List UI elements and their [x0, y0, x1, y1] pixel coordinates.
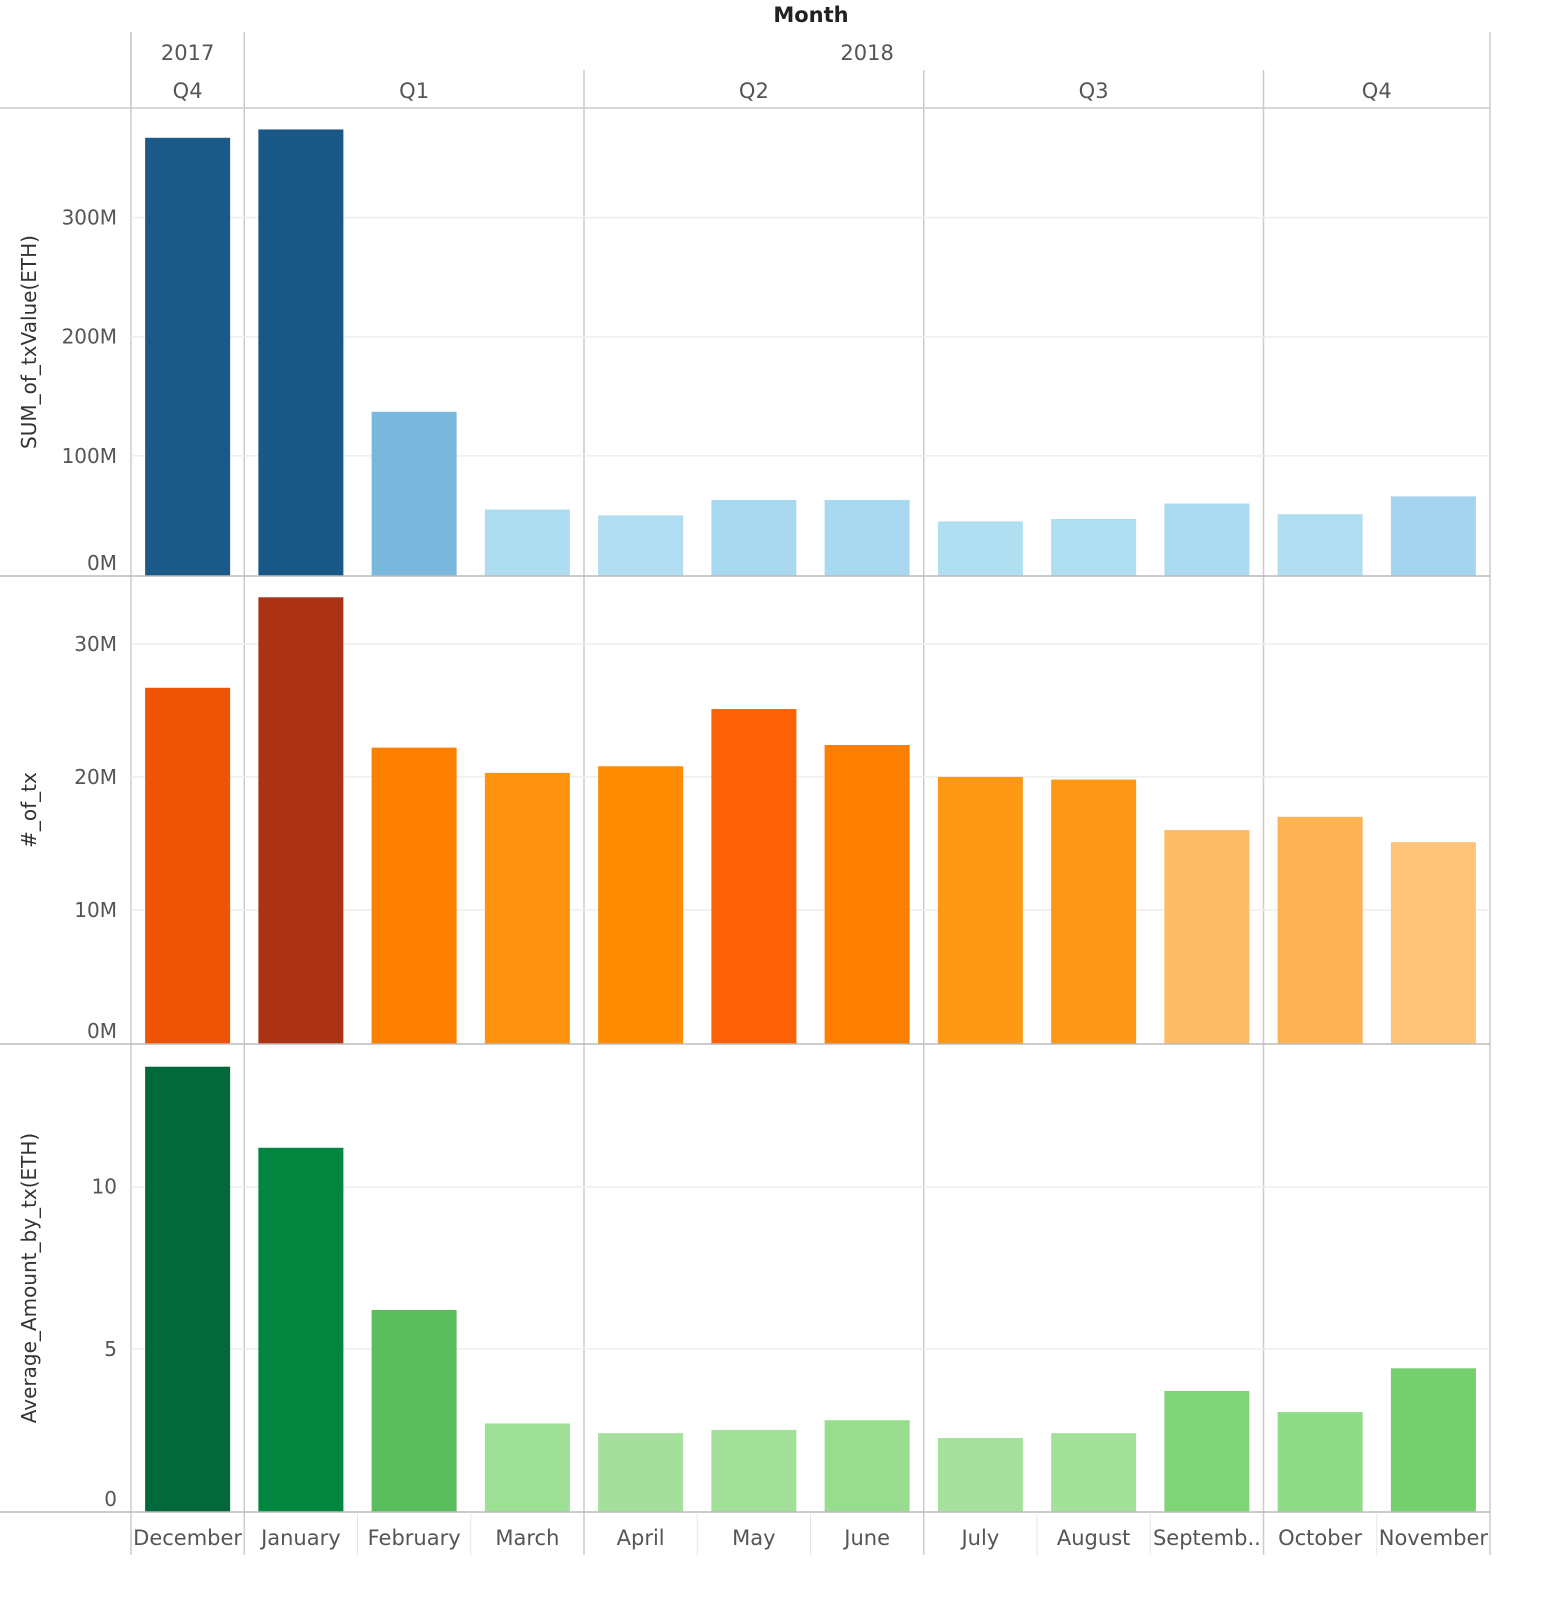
x-tick-label: March: [495, 1526, 559, 1550]
bar-april[interactable]: [598, 766, 684, 1044]
bar-november[interactable]: [1390, 1368, 1476, 1512]
bar-july[interactable]: [937, 521, 1023, 576]
x-tick-label: May: [732, 1526, 775, 1550]
y-tick-label: 0M: [87, 551, 117, 575]
bar-septemb[interactable]: [1164, 1391, 1250, 1512]
chart-title: Month: [773, 3, 848, 27]
column-headers: 2017 2018 Q4 Q1 Q2 Q3 Q4: [0, 32, 1491, 1555]
bar-august[interactable]: [1051, 519, 1137, 576]
bar-june[interactable]: [824, 744, 910, 1044]
bar-october[interactable]: [1277, 514, 1363, 576]
y-axis-label: #_of_tx: [17, 772, 41, 848]
x-tick-label: November: [1379, 1526, 1489, 1550]
bar-july[interactable]: [937, 1438, 1023, 1512]
y-tick-label: 200M: [62, 325, 117, 349]
bar-june[interactable]: [824, 499, 910, 576]
bar-december[interactable]: [145, 137, 231, 577]
x-tick-label: February: [368, 1526, 461, 1550]
bar-december[interactable]: [145, 687, 231, 1044]
bar-april[interactable]: [598, 1433, 684, 1512]
x-tick-label: Septemb..: [1153, 1526, 1261, 1550]
y-tick-label: 0: [104, 1487, 117, 1511]
bar-january[interactable]: [258, 1147, 344, 1512]
bar-january[interactable]: [258, 597, 344, 1044]
year-header: 2017: [161, 41, 214, 65]
quarter-header: Q1: [399, 79, 429, 103]
x-tick-label: April: [617, 1526, 665, 1550]
bar-march[interactable]: [484, 772, 570, 1044]
x-tick-label: July: [959, 1526, 999, 1550]
x-tick-label: June: [842, 1526, 890, 1550]
year-header: 2018: [840, 41, 893, 65]
y-tick-label: 300M: [62, 206, 117, 230]
quarter-header: Q2: [739, 79, 769, 103]
bar-august[interactable]: [1051, 1433, 1137, 1512]
y-tick-label: 10: [92, 1175, 117, 1199]
bar-november[interactable]: [1390, 842, 1476, 1044]
bar-february[interactable]: [371, 747, 457, 1044]
bar-november[interactable]: [1390, 496, 1476, 576]
bar-february[interactable]: [371, 1309, 457, 1512]
y-tick-label: 100M: [62, 444, 117, 468]
bar-october[interactable]: [1277, 1412, 1363, 1512]
y-axis-label: Average_Amount_by_tx(ETH): [17, 1133, 41, 1423]
bar-august[interactable]: [1051, 779, 1137, 1044]
panels: 0M 100M 200M 300M SUM_of_txValue(ETH) 0M 10M 20…: [0, 129, 1490, 1513]
bar-may[interactable]: [711, 709, 797, 1044]
bar-septemb[interactable]: [1164, 503, 1250, 576]
x-tick-label: August: [1057, 1526, 1131, 1550]
panel-1: 0M 10M 20M 30M #_of_tx: [0, 597, 1490, 1045]
bar-january[interactable]: [258, 129, 344, 576]
quarter-header: Q4: [173, 79, 203, 103]
y-tick-label: 5: [104, 1337, 117, 1361]
quarter-header: Q4: [1362, 79, 1392, 103]
x-tick-label: January: [259, 1526, 341, 1550]
bar-april[interactable]: [598, 515, 684, 576]
bar-may[interactable]: [711, 499, 797, 576]
quarter-header: Q3: [1079, 79, 1109, 103]
bar-septemb[interactable]: [1164, 830, 1250, 1044]
bar-march[interactable]: [484, 509, 570, 576]
x-tick-label: December: [133, 1526, 242, 1550]
x-axis-labels: December January February March April May June…: [133, 1514, 1488, 1555]
y-axis-label: SUM_of_txValue(ETH): [17, 235, 41, 449]
bar-july[interactable]: [937, 776, 1023, 1044]
panel-0: 0M 100M 200M 300M SUM_of_txValue(ETH): [0, 129, 1490, 577]
bar-march[interactable]: [484, 1423, 570, 1512]
bar-may[interactable]: [711, 1429, 797, 1512]
y-tick-label: 20M: [74, 765, 117, 789]
bar-october[interactable]: [1277, 816, 1363, 1044]
y-tick-label: 10M: [74, 898, 117, 922]
bar-june[interactable]: [824, 1420, 910, 1512]
bar-february[interactable]: [371, 411, 457, 576]
bar-december[interactable]: [145, 1066, 231, 1512]
y-tick-label: 30M: [74, 632, 117, 656]
y-tick-label: 0M: [87, 1019, 117, 1043]
panel-2: 0 5 10 Average_Amount_by_tx(ETH): [0, 1066, 1490, 1513]
x-tick-label: October: [1278, 1526, 1362, 1550]
